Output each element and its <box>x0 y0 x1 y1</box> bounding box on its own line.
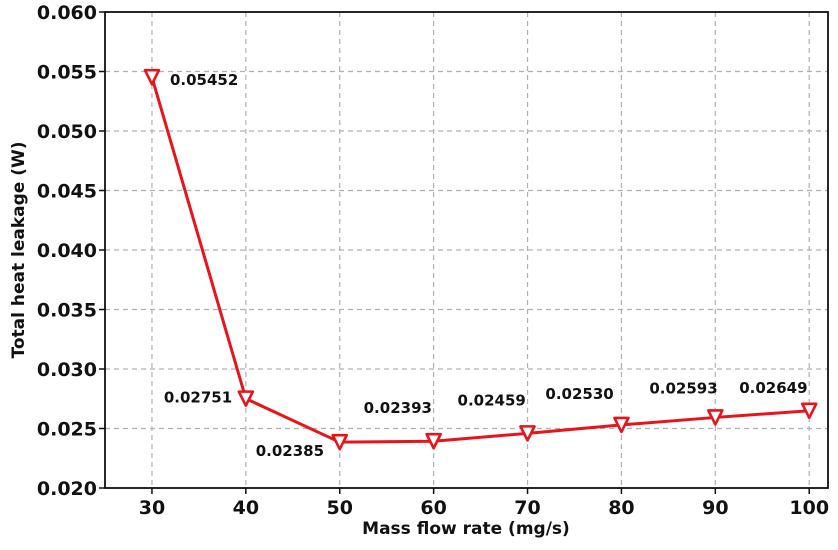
y-tick-label: 0.035 <box>37 300 97 322</box>
data-label: 0.02649 <box>739 379 807 397</box>
x-axis-title: Mass flow rate (mg/s) <box>362 519 570 539</box>
y-tick-label: 0.020 <box>37 478 97 500</box>
y-tick-label: 0.060 <box>37 2 97 24</box>
x-tick-label: 60 <box>420 497 446 519</box>
data-point-marker <box>519 425 536 442</box>
series-line <box>150 76 810 444</box>
data-label: 0.02393 <box>364 399 432 417</box>
y-axis-title: Total heat leakage (W) <box>9 141 29 358</box>
y-tick-label: 0.045 <box>37 181 97 203</box>
x-tick-label: 70 <box>514 497 540 519</box>
label-layer: 0.05452 0.02751 0.02385 0.02393 0.02459 0.025… <box>164 71 808 460</box>
data-label: 0.02593 <box>649 379 717 397</box>
y-tick-label: 0.030 <box>37 359 97 381</box>
y-tick-label: 0.025 <box>37 419 97 441</box>
data-point-marker <box>237 390 255 407</box>
data-point-marker <box>331 433 349 451</box>
x-tick-label: 80 <box>608 497 634 519</box>
x-tick-label: 30 <box>139 497 165 519</box>
x-tick-label: 40 <box>233 497 259 519</box>
x-tick-label: 100 <box>789 497 829 519</box>
y-tick-label: 0.040 <box>37 240 97 262</box>
data-point-marker <box>143 68 161 86</box>
data-point-marker <box>613 416 630 434</box>
data-label: 0.02751 <box>164 389 232 407</box>
series-layer <box>143 68 818 451</box>
x-tick-label: 50 <box>327 497 353 519</box>
x-tick-label: 90 <box>702 497 728 519</box>
y-tick-label: 0.050 <box>37 121 97 143</box>
data-point-marker <box>800 402 818 420</box>
y-tick-label: 0.055 <box>37 62 97 84</box>
data-label: 0.02385 <box>256 442 324 460</box>
data-point-marker <box>707 409 724 426</box>
data-label: 0.02459 <box>458 391 526 409</box>
data-label: 0.02530 <box>545 385 613 403</box>
data-point-marker <box>425 432 442 450</box>
tick-layer: 30 40 50 60 70 80 90 100 0.020 0.025 0.030 0.035 0.0… <box>37 2 829 519</box>
data-label: 0.05452 <box>170 71 238 89</box>
